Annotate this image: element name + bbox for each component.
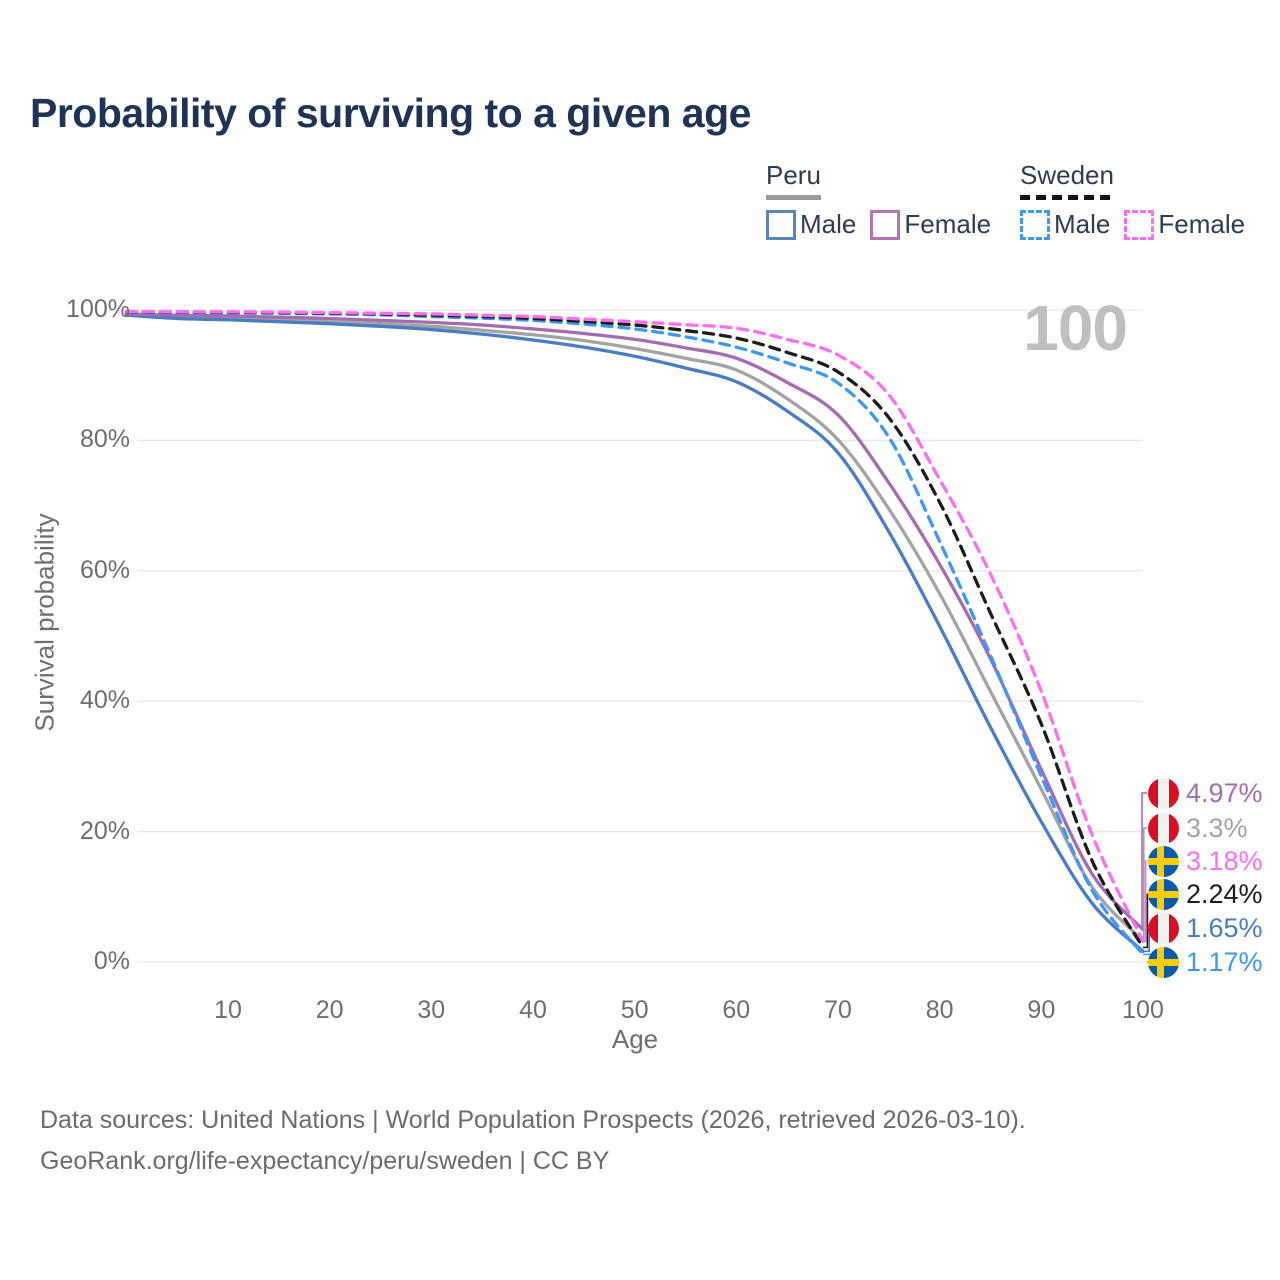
x-tick-label-50: 50 xyxy=(620,996,649,1024)
x-tick-label-20: 20 xyxy=(315,996,344,1024)
end-value-peru_both: 3.3% xyxy=(1186,812,1248,843)
legend-swatch-sweden-male[interactable] xyxy=(1020,209,1050,240)
end-value-sweden_female: 3.18% xyxy=(1186,845,1263,876)
series-line-sweden_female[interactable] xyxy=(124,309,1145,943)
legend-sweden-male-label[interactable]: Male xyxy=(1054,209,1111,239)
x-tick-label-40: 40 xyxy=(519,996,547,1024)
legend-swatch-sweden-female[interactable] xyxy=(1124,209,1155,240)
y-tick-label-60%: 60% xyxy=(79,555,130,584)
flag-sweden-icon xyxy=(1148,845,1179,877)
end-label-sweden_female: 3.18% xyxy=(1148,845,1263,877)
legend-group-peru: Peru Male Female xyxy=(766,160,1005,240)
legend-sweden-underline-dashed xyxy=(1020,195,1110,200)
age-indicator: 100 xyxy=(1023,292,1128,364)
page-title: Probability of surviving to a given age xyxy=(30,90,751,136)
y-tick-label-20%: 20% xyxy=(79,816,130,845)
y-tick-label-40%: 40% xyxy=(79,686,130,715)
flag-peru-icon xyxy=(1148,912,1179,944)
flag-sweden-icon xyxy=(1148,878,1179,910)
x-tick-label-60: 60 xyxy=(722,996,751,1024)
leader-line-peru_female xyxy=(1141,792,1147,931)
flag-sweden-icon xyxy=(1148,946,1179,978)
end-value-peru_male: 1.65% xyxy=(1186,912,1263,943)
end-label-peru_female: 4.97% xyxy=(1148,777,1263,809)
legend-sweden-female-label[interactable]: Female xyxy=(1158,209,1246,239)
x-tick-label-80: 80 xyxy=(925,996,954,1024)
series-line-peru_male[interactable] xyxy=(124,313,1145,953)
x-tick-label-10: 10 xyxy=(214,996,242,1024)
flag-peru-icon xyxy=(1148,812,1179,844)
data-sources-note: Data sources: United Nations | World Pop… xyxy=(40,1106,1026,1134)
y-tick-label-80%: 80% xyxy=(79,425,130,454)
legend-peru-underline-solid xyxy=(766,195,821,200)
x-axis-title: Age xyxy=(611,1024,659,1054)
y-axis-title: Survival probability xyxy=(29,513,60,732)
leader-line-sweden_both xyxy=(1143,893,1149,949)
x-tick-label-70: 70 xyxy=(824,996,852,1024)
series-line-peru_both[interactable] xyxy=(124,312,1145,943)
legend-swatch-peru-male[interactable] xyxy=(766,209,796,240)
legend-peru-female-label[interactable]: Female xyxy=(904,209,992,239)
x-tick-label-90: 90 xyxy=(1027,996,1056,1024)
x-tick-label-100: 100 xyxy=(1122,996,1164,1024)
end-value-peru_female: 4.97% xyxy=(1186,777,1263,808)
series-line-sweden_male[interactable] xyxy=(124,310,1145,957)
end-label-sweden_both: 2.24% xyxy=(1148,878,1263,910)
legend-peru-male-label[interactable]: Male xyxy=(800,209,857,239)
source-url-note: GeoRank.org/life-expectancy/peru/sweden … xyxy=(40,1147,610,1175)
leader-line-sweden_female xyxy=(1143,860,1147,943)
series-line-sweden_both[interactable] xyxy=(124,309,1145,950)
end-value-sweden_male: 1.17% xyxy=(1186,946,1263,977)
legend-swatch-peru-female[interactable] xyxy=(870,209,901,240)
legend-group-sweden: Sweden Male Female xyxy=(1020,160,1259,240)
end-label-sweden_male: 1.17% xyxy=(1148,946,1263,978)
y-tick-label-0%: 0% xyxy=(93,947,130,975)
end-label-peru_male: 1.65% xyxy=(1148,912,1263,944)
flag-peru-icon xyxy=(1148,777,1179,809)
end-value-sweden_both: 2.24% xyxy=(1186,878,1263,909)
legend-peru-label[interactable]: Peru xyxy=(766,160,821,190)
legend-sweden-label[interactable]: Sweden xyxy=(1020,160,1114,190)
y-tick-label-100%: 100% xyxy=(66,295,130,323)
series-line-peru_female[interactable] xyxy=(124,312,1145,932)
x-tick-label-30: 30 xyxy=(417,996,446,1024)
end-label-peru_both: 3.3% xyxy=(1148,812,1248,844)
